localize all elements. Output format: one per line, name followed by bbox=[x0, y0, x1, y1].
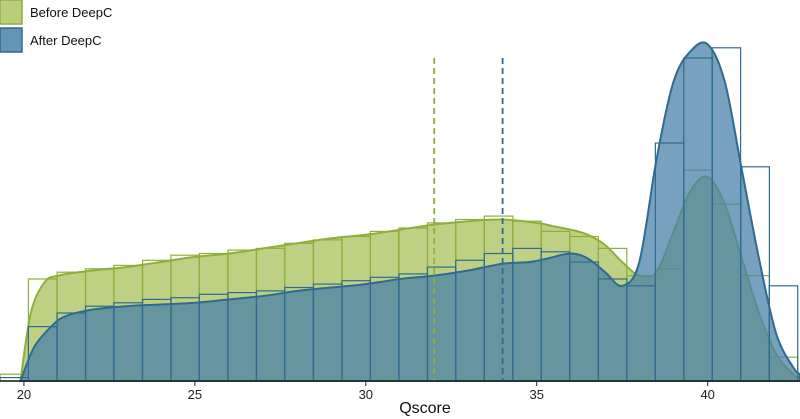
density-area-after bbox=[19, 41, 800, 382]
legend: Before DeepC After DeepC bbox=[0, 0, 112, 53]
x-ticks: 20 25 30 35 40 bbox=[17, 381, 715, 402]
x-tick-label: 30 bbox=[359, 387, 373, 402]
x-tick-label: 25 bbox=[188, 387, 202, 402]
legend-swatch-after bbox=[0, 27, 23, 53]
legend-label-after: After DeepC bbox=[30, 33, 102, 48]
legend-swatch-before bbox=[0, 0, 23, 25]
plot-area bbox=[0, 41, 800, 382]
x-tick-label: 20 bbox=[17, 387, 31, 402]
x-tick-label: 35 bbox=[530, 387, 544, 402]
x-axis-title: Qscore bbox=[399, 400, 451, 417]
legend-label-before: Before DeepC bbox=[30, 5, 112, 20]
x-tick-label: 40 bbox=[700, 387, 714, 402]
x-axis: 20 25 30 35 40 Qscore bbox=[0, 380, 800, 417]
